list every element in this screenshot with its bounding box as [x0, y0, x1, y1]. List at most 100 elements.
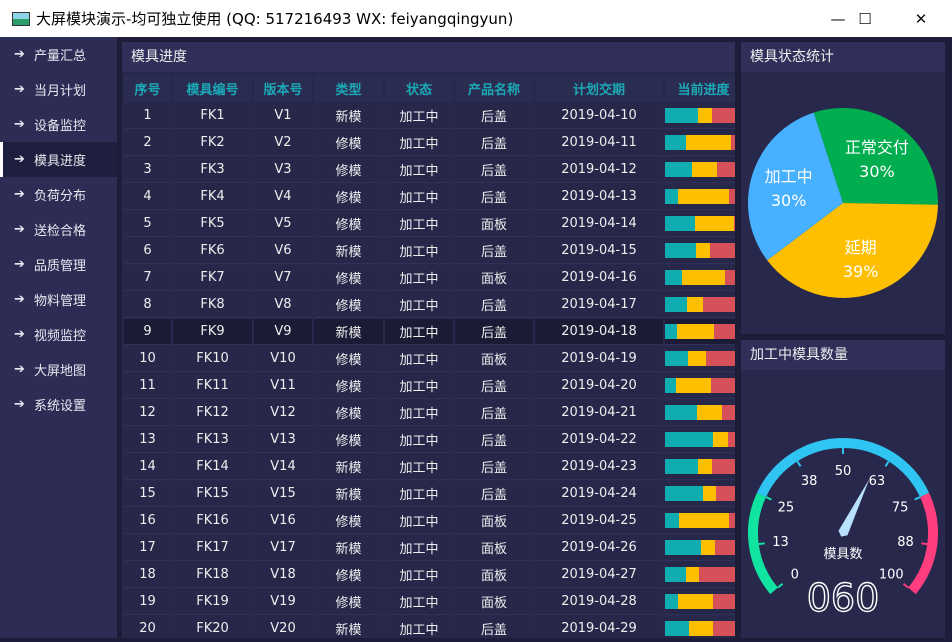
table-cell: 2019-04-26	[535, 535, 663, 561]
table-row[interactable]: 20 FK20 V20 新模 加工中 后盖 2019-04-29	[124, 616, 735, 638]
progress-bar	[665, 621, 735, 636]
table-cell: 修模	[314, 400, 383, 426]
table-row[interactable]: 10 FK10 V10 修模 加工中 面板 2019-04-19	[124, 346, 735, 372]
table-cell: V18	[254, 562, 312, 588]
maximize-button[interactable]: ☐	[858, 9, 872, 28]
sidebar-item[interactable]: ➔ 当月计划	[0, 72, 117, 107]
column-header[interactable]: 计划交期	[535, 75, 663, 102]
progress-segment	[665, 459, 698, 474]
table-cell: 2019-04-10	[535, 103, 663, 129]
progress-segment	[679, 513, 729, 528]
progress-segment	[702, 486, 717, 501]
pie-slice[interactable]	[767, 203, 938, 298]
sidebar: ➔ 产量汇总 ➔ 当月计划 ➔ 设备监控 ➔ 模具进度 ➔ 负荷分布 ➔ 送检合格 ➔ 品质管理 ➔ 物料管理…	[0, 37, 117, 638]
table-cell: 20	[124, 616, 171, 638]
table-cell: 13	[124, 427, 171, 453]
table-row[interactable]: 4 FK4 V4 修模 加工中 后盖 2019-04-13	[124, 184, 735, 210]
window-title: 大屏模块演示-均可独立使用 (QQ: 517216493 WX: feiyang…	[36, 10, 514, 28]
table-row[interactable]: 11 FK11 V11 修模 加工中 后盖 2019-04-20	[124, 373, 735, 399]
table-row[interactable]: 3 FK3 V3 修模 加工中 后盖 2019-04-12	[124, 157, 735, 183]
table-row[interactable]: 8 FK8 V8 修模 加工中 后盖 2019-04-17	[124, 292, 735, 318]
column-header[interactable]: 当前进度	[665, 75, 735, 102]
table-row[interactable]: 12 FK12 V12 修模 加工中 后盖 2019-04-21	[124, 400, 735, 426]
sidebar-item[interactable]: ➔ 送检合格	[0, 212, 117, 247]
table-cell: 后盖	[455, 103, 533, 129]
gauge-value-display: 060	[807, 576, 880, 620]
table-cell: 11	[124, 373, 171, 399]
table-cell: V16	[254, 508, 312, 534]
sidebar-item[interactable]: ➔ 产量汇总	[0, 37, 117, 72]
column-header[interactable]: 模具编号	[173, 75, 252, 102]
column-header[interactable]: 序号	[124, 75, 171, 102]
arrow-right-icon: ➔	[14, 362, 25, 377]
table-row[interactable]: 19 FK19 V19 修模 加工中 面板 2019-04-28	[124, 589, 735, 615]
progress-segment	[686, 297, 703, 312]
table-cell: 5	[124, 211, 171, 237]
gauge-tick	[777, 583, 784, 589]
progress-cell	[665, 346, 735, 372]
table-cell: 加工中	[385, 508, 453, 534]
progress-cell	[665, 103, 735, 129]
sidebar-item[interactable]: ➔ 品质管理	[0, 247, 117, 282]
table-cell: FK19	[173, 589, 252, 615]
table-cell: 2019-04-21	[535, 400, 663, 426]
sidebar-item[interactable]: ➔ 设备监控	[0, 107, 117, 142]
column-header[interactable]: 状态	[385, 75, 453, 102]
sidebar-item[interactable]: ➔ 系统设置	[0, 387, 117, 422]
sidebar-item[interactable]: ➔ 大屏地图	[0, 352, 117, 387]
column-header[interactable]: 类型	[314, 75, 383, 102]
sidebar-item[interactable]: ➔ 负荷分布	[0, 177, 117, 212]
sidebar-item[interactable]: ➔ 物料管理	[0, 282, 117, 317]
pie-slice[interactable]	[813, 108, 938, 205]
table-cell: V6	[254, 238, 312, 264]
table-cell: 修模	[314, 589, 383, 615]
table-row[interactable]: 17 FK17 V17 新模 加工中 面板 2019-04-26	[124, 535, 735, 561]
sidebar-item[interactable]: ➔ 模具进度	[0, 142, 117, 177]
table-cell: 修模	[314, 346, 383, 372]
table-row[interactable]: 5 FK5 V5 修模 加工中 面板 2019-04-14	[124, 211, 735, 237]
table-cell: 后盖	[455, 157, 533, 183]
sidebar-item-label: 送检合格	[34, 224, 87, 239]
table-row[interactable]: 13 FK13 V13 修模 加工中 后盖 2019-04-22	[124, 427, 735, 453]
progress-segment	[665, 594, 679, 609]
sidebar-item-label: 系统设置	[34, 399, 87, 414]
sidebar-item-label: 视频监控	[34, 329, 87, 344]
progress-cell	[665, 373, 735, 399]
arrow-right-icon: ➔	[14, 292, 25, 307]
table-cell: 加工中	[385, 535, 453, 561]
pie-chart: 正常交付 30% 延期 39% 加工中 30%	[748, 108, 938, 298]
progress-segment	[725, 270, 735, 285]
sidebar-item[interactable]: ➔ 视频监控	[0, 317, 117, 352]
table-row[interactable]: 6 FK6 V6 新模 加工中 后盖 2019-04-15	[124, 238, 735, 264]
progress-segment	[665, 513, 679, 528]
pie-slice[interactable]	[748, 112, 843, 261]
table-cell: 加工中	[385, 157, 453, 183]
close-button[interactable]: ✕	[914, 9, 928, 28]
progress-cell	[665, 292, 735, 318]
progress-cell	[665, 130, 735, 156]
table-row[interactable]: 15 FK15 V15 新模 加工中 后盖 2019-04-24	[124, 481, 735, 507]
table-cell: 加工中	[385, 346, 453, 372]
table-cell: 9	[124, 319, 171, 345]
table-row[interactable]: 1 FK1 V1 新模 加工中 后盖 2019-04-10	[124, 103, 735, 129]
table-cell: 修模	[314, 562, 383, 588]
table-row[interactable]: 2 FK2 V2 修模 加工中 后盖 2019-04-11	[124, 130, 735, 156]
table-cell: V3	[254, 157, 312, 183]
table-cell: 1	[124, 103, 171, 129]
minimize-button[interactable]: —	[830, 9, 846, 28]
table-row[interactable]: 16 FK16 V16 修模 加工中 面板 2019-04-25	[124, 508, 735, 534]
sidebar-item-label: 产量汇总	[34, 49, 87, 64]
progress-segment	[678, 594, 713, 609]
table-cell: 2019-04-25	[535, 508, 663, 534]
table-cell: FK10	[173, 346, 252, 372]
table-row[interactable]: 14 FK14 V14 新模 加工中 后盖 2019-04-23	[124, 454, 735, 480]
table-cell: 后盖	[455, 373, 533, 399]
table-cell: 8	[124, 292, 171, 318]
table-row[interactable]: 7 FK7 V7 修模 加工中 面板 2019-04-16	[124, 265, 735, 291]
table-cell: FK3	[173, 157, 252, 183]
table-row[interactable]: 9 FK9 V9 新模 加工中 后盖 2019-04-18	[124, 319, 735, 345]
column-header[interactable]: 版本号	[254, 75, 312, 102]
column-header[interactable]: 产品名称	[455, 75, 533, 102]
table-cell: 18	[124, 562, 171, 588]
table-row[interactable]: 18 FK18 V18 修模 加工中 面板 2019-04-27	[124, 562, 735, 588]
